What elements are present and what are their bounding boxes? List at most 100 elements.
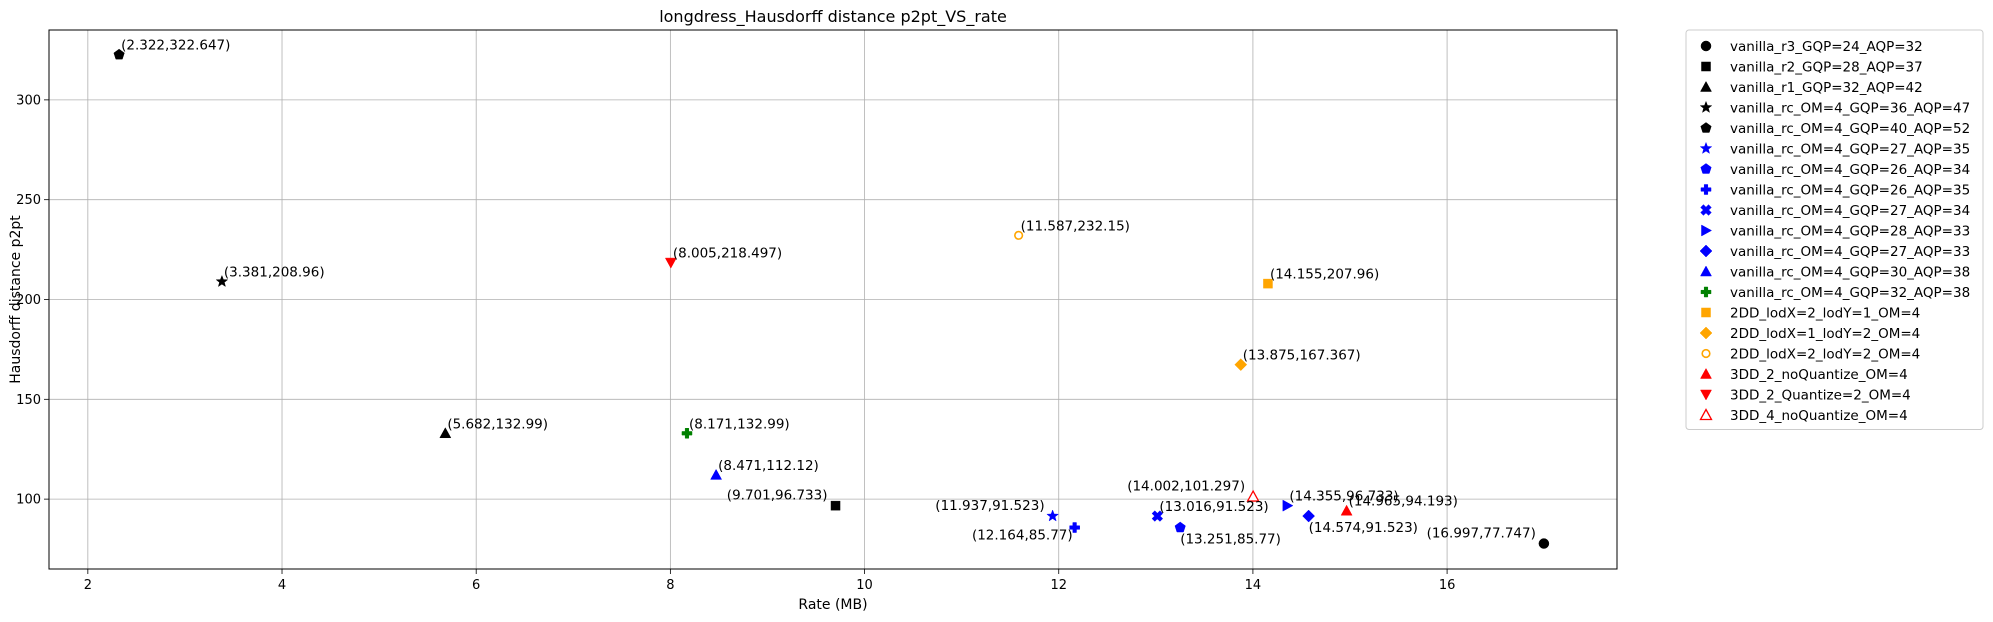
y-tick-label: 300 xyxy=(16,93,41,108)
legend-marker xyxy=(1699,326,1713,340)
legend-marker xyxy=(1700,367,1712,379)
legend-entry: 3DD_2_Quantize=2_OM=4 xyxy=(1730,388,1911,404)
legend: vanilla_r3_GQP=24_AQP=32 vanilla_r2_GQP=2… xyxy=(1685,29,1984,430)
data-label: (9.701,96.733) xyxy=(727,488,828,504)
legend-entry: vanilla_rc_OM=4_GQP=30_AQP=38 xyxy=(1730,265,1970,281)
x-axis-label: Rate (MB) xyxy=(798,597,867,613)
plot-frame xyxy=(48,29,1618,570)
legend-entry: vanilla_rc_OM=4_GQP=28_AQP=33 xyxy=(1730,224,1970,240)
legend-box xyxy=(1685,29,1984,430)
legend-marker xyxy=(1699,244,1713,258)
legend-marker xyxy=(1700,122,1712,133)
data-label: (3.381,208.96) xyxy=(224,265,325,281)
legend-entry: 3DD_2_noQuantize_OM=4 xyxy=(1730,367,1908,383)
data-point xyxy=(1263,278,1273,289)
legend-entry: vanilla_rc_OM=4_GQP=40_AQP=52 xyxy=(1730,121,1970,137)
data-point xyxy=(1014,230,1024,240)
legend-marker xyxy=(1700,40,1712,52)
data-point xyxy=(1174,521,1186,533)
data-point xyxy=(830,500,841,511)
x-tick-label: 6 xyxy=(472,578,480,593)
legend-entry: vanilla_rc_OM=4_GQP=27_AQP=34 xyxy=(1730,203,1970,219)
data-label: (16.997,77.747) xyxy=(1427,526,1536,542)
data-label: (14.965,94.193) xyxy=(1349,494,1458,510)
data-point xyxy=(1302,509,1315,523)
legend-marker xyxy=(1700,80,1712,92)
x-tick-label: 8 xyxy=(666,578,674,593)
legend-marker xyxy=(1699,100,1713,113)
legend-entry: vanilla_rc_OM=4_GQP=36_AQP=47 xyxy=(1730,101,1970,117)
grid-lines xyxy=(49,30,1617,569)
legend-entry: 3DD_4_noQuantize_OM=4 xyxy=(1730,408,1908,424)
data-label: (11.937,91.523) xyxy=(935,498,1044,514)
x-tick-label: 2 xyxy=(84,578,92,593)
data-label: (13.875,167.367) xyxy=(1243,348,1361,364)
data-label: (14.002,101.297) xyxy=(1127,479,1245,495)
legend-entry: vanilla_rc_OM=4_GQP=32_AQP=38 xyxy=(1730,285,1970,301)
legend-marker xyxy=(1701,61,1711,72)
legend-marker xyxy=(1700,389,1712,401)
data-label: (14.155,207.96) xyxy=(1270,267,1379,283)
chart-title: longdress_Hausdorff distance p2pt_VS_rat… xyxy=(659,7,1007,27)
data-point xyxy=(1538,538,1550,549)
y-tick-label: 250 xyxy=(16,193,41,208)
x-tick-label: 16 xyxy=(1439,578,1456,593)
legend-entry: vanilla_rc_OM=4_GQP=27_AQP=33 xyxy=(1730,244,1970,260)
legend-entry: vanilla_rc_OM=4_GQP=26_AQP=34 xyxy=(1730,162,1970,178)
data-label: (5.682,132.99) xyxy=(447,416,548,432)
legend-marker xyxy=(1700,204,1712,216)
data-label: (13.016,91.523) xyxy=(1159,499,1268,515)
legend-marker xyxy=(1699,408,1713,421)
data-point xyxy=(439,427,452,439)
data-point xyxy=(1046,509,1060,522)
y-axis-label: Hausdorff distance p2pt xyxy=(8,215,24,384)
y-tick-label: 200 xyxy=(16,293,41,308)
data-label: (12.164,85.77) xyxy=(972,528,1073,544)
data-label: (8.005,218.497) xyxy=(673,246,782,262)
legend-entry: 2DD_lodX=1_lodY=2_OM=4 xyxy=(1730,326,1920,342)
legend-marker xyxy=(1700,163,1712,174)
legend-marker xyxy=(1701,348,1711,359)
data-label: (14.574,91.523) xyxy=(1309,520,1418,536)
legend-marker xyxy=(1700,286,1712,298)
data-label: (8.471,112.12) xyxy=(718,458,819,474)
data-label: (2.322,322.647) xyxy=(121,38,230,54)
y-axis-ticks: 100 150 200 250 300 xyxy=(16,93,49,508)
legend-entry: 2DD_lodX=2_lodY=1_OM=4 xyxy=(1730,306,1920,322)
x-tick-label: 14 xyxy=(1245,578,1262,593)
data-point xyxy=(215,274,229,288)
data-point xyxy=(113,48,125,60)
data-label: (13.251,85.77) xyxy=(1180,532,1281,548)
data-point xyxy=(681,428,693,439)
legend-entry: vanilla_rc_OM=4_GQP=26_AQP=35 xyxy=(1730,183,1970,199)
legend-marker xyxy=(1699,141,1713,154)
data-label: (11.587,232.15) xyxy=(1021,218,1130,234)
y-tick-label: 150 xyxy=(16,393,41,408)
x-tick-label: 10 xyxy=(856,578,873,593)
y-tick-label: 100 xyxy=(16,493,41,508)
legend-marker xyxy=(1700,184,1712,195)
legend-marker xyxy=(1701,224,1713,237)
data-point xyxy=(710,468,723,480)
data-label: (8.171,132.99) xyxy=(689,416,790,432)
data-point xyxy=(664,257,677,269)
data-labels: (16.997,77.747) (9.701,96.733) (5.682,132.… xyxy=(121,38,1536,548)
data-point xyxy=(1246,489,1260,502)
data-point xyxy=(1340,504,1353,516)
x-axis-ticks: 2 4 6 8 10 12 14 16 xyxy=(84,569,1456,593)
x-tick-label: 4 xyxy=(278,578,286,593)
legend-entry: vanilla_r1_GQP=32_AQP=42 xyxy=(1730,80,1923,96)
data-label: (14.355,96.733) xyxy=(1289,489,1398,505)
legend-entry: 2DD_lodX=2_lodY=2_OM=4 xyxy=(1730,347,1920,363)
legend-entry: vanilla_rc_OM=4_GQP=27_AQP=35 xyxy=(1730,142,1970,158)
legend-marker xyxy=(1700,265,1712,277)
x-tick-label: 12 xyxy=(1050,578,1067,593)
data-point xyxy=(1069,522,1080,533)
data-point xyxy=(1282,499,1294,512)
legend-entry: vanilla_r2_GQP=28_AQP=37 xyxy=(1730,60,1923,76)
legend-entry: vanilla_r3_GQP=24_AQP=32 xyxy=(1730,39,1923,55)
legend-marker xyxy=(1701,307,1711,318)
data-point xyxy=(1151,510,1163,522)
data-point xyxy=(1234,358,1248,371)
